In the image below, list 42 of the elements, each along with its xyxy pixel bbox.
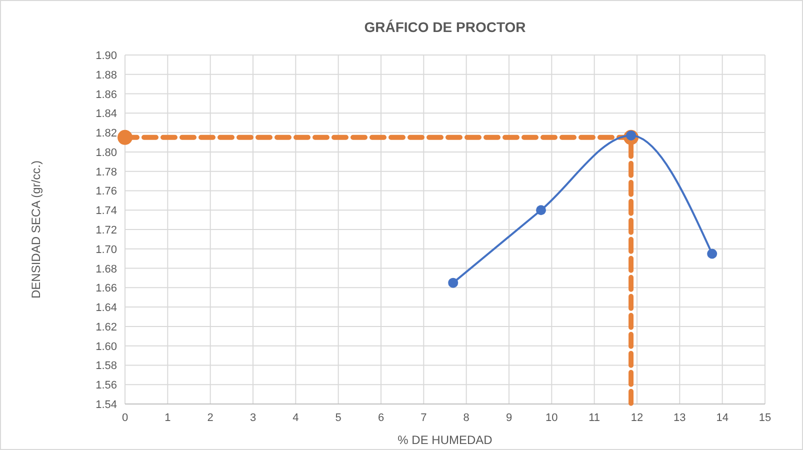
x-tick-label: 4 (292, 412, 299, 424)
x-tick-label: 14 (716, 412, 728, 424)
y-tick-label: 1.72 (96, 224, 117, 236)
y-tick-label: 1.60 (96, 340, 117, 353)
y-axis-title: DENSIDAD SECA (gr/cc.) (29, 160, 43, 299)
x-tick-label: 1 (164, 412, 171, 424)
x-tick-label: 12 (630, 412, 644, 424)
x-tick-label: 15 (758, 412, 772, 424)
y-tick-label: 1.64 (96, 302, 117, 314)
x-tick-label: 13 (674, 412, 686, 424)
y-tick-label: 1.68 (96, 263, 117, 276)
x-tick-label: 8 (463, 412, 470, 424)
y-tick-label: 1.58 (96, 360, 117, 372)
y-tick-label: 1.80 (96, 146, 117, 159)
x-tick-label: 7 (420, 412, 427, 424)
y-tick-label: 1.74 (96, 205, 117, 218)
x-tick-label: 6 (378, 412, 384, 424)
y-tick-label: 1.76 (96, 186, 117, 198)
x-tick-label: 9 (506, 412, 512, 424)
y-tick-label: 1.82 (96, 128, 117, 140)
y-tick-label: 1.78 (96, 166, 117, 178)
y-tick-label: 1.86 (96, 88, 117, 101)
point (448, 278, 458, 288)
y-tick-label: 1.62 (96, 321, 117, 334)
x-tick-label: 2 (207, 412, 214, 424)
y-tick-label: 1.84 (96, 108, 117, 120)
chart-title: GRÁFICO DE PROCTOR (364, 19, 526, 35)
y-tick-label: 1.66 (96, 282, 117, 295)
y-tick-label: 1.56 (96, 380, 117, 392)
x-tick-label: 5 (335, 412, 342, 424)
point (118, 130, 132, 145)
y-tick-label: 1.54 (96, 399, 117, 411)
point (536, 205, 546, 216)
y-tick-label: 1.70 (96, 244, 117, 256)
x-tick-label: 10 (546, 412, 558, 424)
x-tick-label: 3 (250, 412, 256, 424)
point (707, 248, 718, 259)
x-tick-label: 11 (588, 412, 600, 424)
y-tick-label: 1.90 (96, 50, 117, 62)
x-tick-label: 0 (122, 412, 128, 424)
x-axis-title: % DE HUMEDAD (398, 433, 493, 447)
y-tick-label: 1.88 (96, 69, 117, 82)
